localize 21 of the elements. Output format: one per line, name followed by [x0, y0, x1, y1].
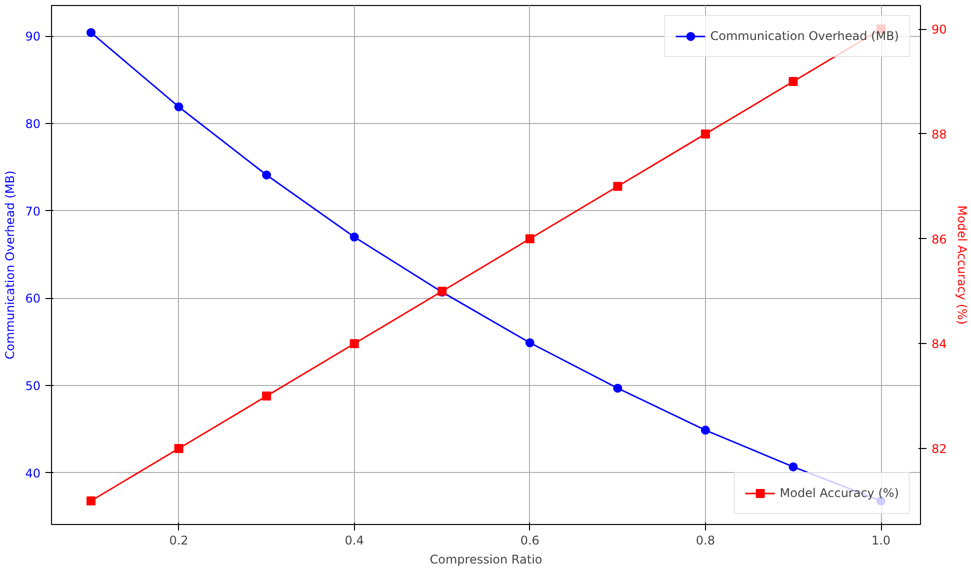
x-axis-title: Compression Ratio — [430, 552, 542, 566]
x-tick-label: 0.4 — [344, 534, 364, 548]
y2-tick-label: 86 — [932, 232, 947, 246]
y-tick-label: 60 — [25, 292, 41, 306]
y-tick-label: 70 — [25, 204, 41, 218]
y-tick-label: 80 — [25, 116, 41, 131]
x-tick-label: 0.2 — [169, 534, 188, 548]
legend-label: Communication Overhead (MB) — [710, 29, 899, 43]
legend-label: Model Accuracy (%) — [780, 486, 899, 500]
y2-tick-label: 88 — [932, 127, 947, 142]
y-tick-label: 90 — [25, 30, 41, 44]
y2-tick-label: 90 — [932, 22, 947, 37]
y-tick-label: 50 — [25, 379, 41, 394]
y-axis-title: Communication Overhead (MB) — [3, 170, 18, 360]
y2-tick-label: 82 — [932, 442, 947, 456]
y-tick-label: 40 — [25, 466, 41, 480]
x-tick-label: 1.0 — [871, 534, 891, 548]
y2-tick-label: 84 — [932, 337, 947, 352]
y2-axis-title: Model Accuracy (%) — [954, 205, 969, 325]
x-tick-label: 0.6 — [520, 534, 540, 548]
x-tick-label: 0.8 — [696, 534, 715, 548]
